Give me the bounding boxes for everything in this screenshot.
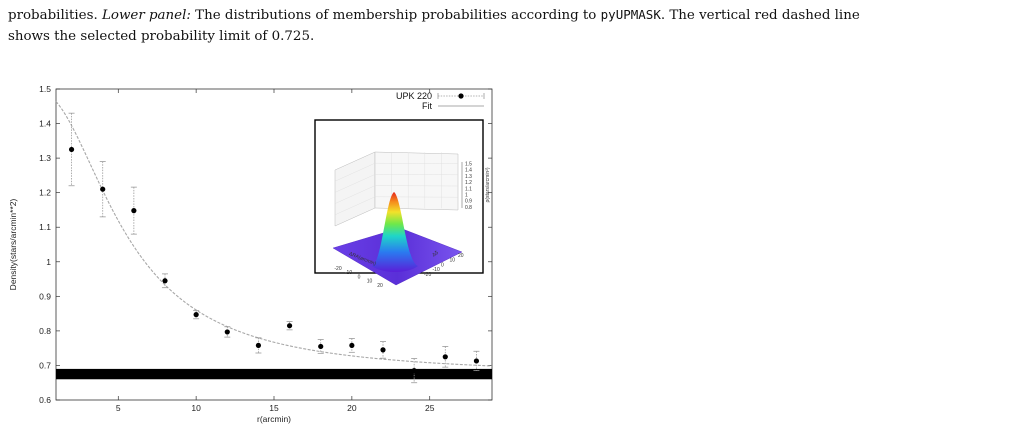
data-point bbox=[193, 312, 199, 318]
inset-z-tick-label: 0.9 bbox=[465, 199, 472, 205]
inset-y-tick-label: 0 bbox=[441, 262, 444, 268]
y-tick-label: 1 bbox=[46, 257, 51, 267]
caption-panel-label: Lower panel: bbox=[101, 8, 191, 23]
inset-grid-line bbox=[334, 163, 376, 182]
x-axis-label: r(arcmin) bbox=[257, 414, 291, 424]
legend-point bbox=[458, 93, 464, 99]
inset-z-tick-label: 1.5 bbox=[465, 162, 472, 168]
inset-z-tick-label: 1.4 bbox=[465, 168, 472, 174]
caption-line-1: probabilities. Lower panel: The distribu… bbox=[8, 4, 1028, 26]
inset-back-wall bbox=[374, 151, 459, 211]
x-tick-label: 20 bbox=[347, 403, 357, 413]
x-tick-label: 10 bbox=[191, 403, 201, 413]
legend: UPK 220 Fit bbox=[396, 91, 485, 111]
data-point bbox=[131, 208, 137, 214]
background-level-band bbox=[56, 368, 492, 380]
y-tick-label: 0.7 bbox=[39, 360, 51, 370]
legend-entry-upk220: UPK 220 bbox=[396, 91, 432, 101]
tick-labels: 5 10 15 20 250.60.70.80.911.11.21.31.41.5 bbox=[39, 84, 492, 413]
y-tick-label: 1.3 bbox=[39, 153, 51, 163]
inset-z-tick-label: 1.3 bbox=[465, 174, 472, 180]
data-point bbox=[442, 354, 448, 360]
data-point bbox=[224, 329, 230, 335]
caption-text: The distributions of membership probabil… bbox=[190, 8, 601, 23]
background-band bbox=[56, 368, 492, 380]
figure-caption: probabilities. Lower panel: The distribu… bbox=[8, 4, 1028, 47]
inset-x-tick-label: -10 bbox=[345, 270, 352, 276]
fit-series bbox=[55, 101, 493, 367]
x-tick-label: 25 bbox=[425, 403, 435, 413]
caption-tool-name: pyUPMASK bbox=[600, 7, 661, 22]
caption-line-2: shows the selected probability limit of … bbox=[8, 29, 315, 44]
y-tick-label: 1.2 bbox=[39, 188, 51, 198]
inset-grid-line bbox=[334, 185, 376, 204]
data-point bbox=[68, 146, 75, 153]
data-point bbox=[380, 347, 386, 353]
data-point bbox=[162, 278, 168, 284]
inset-z-tick-label: 1.2 bbox=[465, 180, 472, 186]
data-point bbox=[318, 343, 324, 350]
inset-grid-line bbox=[334, 174, 376, 193]
inset-y-tick-label: -10 bbox=[433, 267, 440, 273]
inset-x-tick-label: -20 bbox=[334, 266, 341, 272]
data-point bbox=[411, 368, 417, 374]
x-tick-label: 5 bbox=[116, 403, 121, 413]
caption-text: . The vertical red dashed line bbox=[660, 8, 860, 23]
inset-x-tick-label: 20 bbox=[377, 283, 383, 289]
y-tick-label: 1.1 bbox=[39, 222, 51, 232]
inset-grid-line bbox=[334, 196, 376, 215]
caption-text: probabilities. bbox=[8, 8, 102, 23]
inset-y-axis-label: Δδ bbox=[431, 250, 440, 259]
inset-surface-peak bbox=[372, 192, 418, 272]
inset-x-tick-label: 0 bbox=[358, 274, 361, 280]
y-tick-label: 0.6 bbox=[39, 395, 51, 405]
x-tick-label: 15 bbox=[269, 403, 279, 413]
y-tick-label: 0.8 bbox=[39, 326, 51, 336]
inset-y-tick-label: 20 bbox=[458, 253, 464, 259]
inset-z-axis-label: ρ(stars/arcmin²) bbox=[485, 167, 491, 202]
data-point bbox=[473, 358, 480, 364]
inset-z-tick-label: 1.1 bbox=[465, 186, 472, 192]
inset-z-tick-label: 1 bbox=[465, 193, 468, 199]
y-axis-label: Density(stars/arcmin**2) bbox=[8, 199, 18, 291]
inset-z-tick-label: 0.8 bbox=[465, 205, 472, 211]
y-tick-label: 0.9 bbox=[39, 291, 51, 301]
y-tick-label: 1.5 bbox=[39, 84, 51, 94]
inset-3d-surface: 1.51.41.31.21.110.90.8 ρ(stars/arcmin²) -2… bbox=[314, 119, 491, 289]
inset-x-tick-label: 10 bbox=[367, 279, 373, 285]
y-tick-label: 1.4 bbox=[39, 119, 51, 129]
legend-symbols bbox=[437, 93, 485, 107]
data-point bbox=[100, 186, 106, 192]
data-point bbox=[255, 342, 262, 349]
data-point bbox=[286, 323, 293, 329]
fit-curve bbox=[55, 101, 493, 367]
data-point bbox=[349, 342, 355, 349]
error-bars bbox=[68, 112, 480, 384]
inset-y-tick-label: 10 bbox=[450, 258, 456, 264]
legend-entry-fit: Fit bbox=[422, 101, 432, 111]
inset-y-tick-label: -20 bbox=[424, 272, 431, 278]
data-points bbox=[68, 146, 480, 374]
density-profile-chart: 5 10 15 20 250.60.70.80.911.11.21.31.41.5 r(… bbox=[8, 84, 493, 424]
